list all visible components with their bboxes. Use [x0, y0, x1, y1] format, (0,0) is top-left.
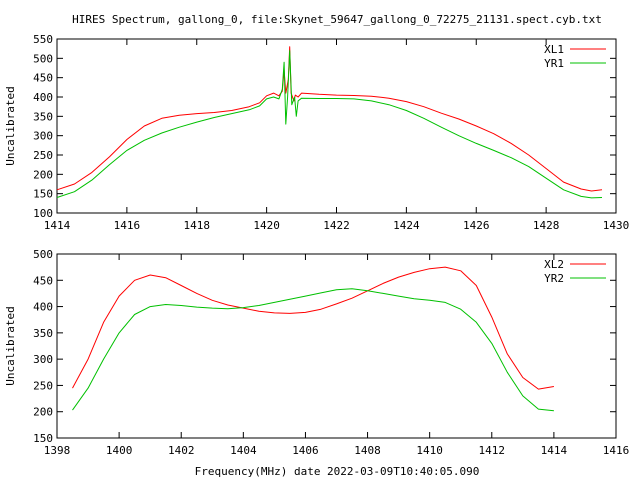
- plot-1-x-tick-label: 1418: [184, 219, 211, 232]
- plot-1-y-tick-label: 350: [33, 110, 53, 123]
- plot-2-x-tick-label: 1398: [44, 444, 71, 457]
- plot-2: 1398 1400 1402 1404 1406 1408 1410 1412 1414 1416…: [4, 248, 629, 457]
- plot-2-y-tick-label: 400: [33, 301, 53, 314]
- plot-1-x-tick-label: 1430: [603, 219, 630, 232]
- plot-1-legend-label-xl1: XL1: [544, 43, 564, 56]
- plot-1-legend-label-yr1: YR1: [544, 57, 564, 70]
- plot-1-x-tick-label: 1428: [533, 219, 560, 232]
- plot-1-y-tick-label: 250: [33, 149, 53, 162]
- plot-2-x-tick-label: 1412: [479, 444, 506, 457]
- x-axis-label: Frequency(MHz) date 2022-03-09T10:40:05.…: [195, 465, 480, 478]
- plots-group: 1414 1416 1418 1420 1422 1424 1426 1428 14301001…: [4, 33, 629, 457]
- plot-2-x-tick-label: 1410: [416, 444, 443, 457]
- plot-2-legend-label-xl2: XL2: [544, 258, 564, 271]
- plot-1-y-axis-label: Uncalibrated: [4, 86, 17, 165]
- plot-1-series-yr1: [56, 50, 603, 199]
- plot-2-y-tick-label: 200: [33, 406, 53, 419]
- plot-2-series-yr2: [72, 288, 554, 412]
- plot-2-y-tick-label: 300: [33, 353, 53, 366]
- plot-1-x-tick-label: 1420: [253, 219, 280, 232]
- plot-1-x-tick-label: 1414: [44, 219, 71, 232]
- plot-2-x-tick-label: 1404: [230, 444, 257, 457]
- plot-2-y-tick-label: 150: [33, 432, 53, 445]
- chart-title: HIRES Spectrum, gallong_0, file:Skynet_5…: [72, 13, 602, 26]
- plot-1-frame: [56, 38, 617, 214]
- plot-1-y-tick-label: 450: [33, 72, 53, 85]
- plot-1-y-tick-label: 150: [33, 188, 53, 201]
- plot-1-x-tick-label: 1416: [114, 219, 141, 232]
- plot-1-x-tick-label: 1422: [323, 219, 350, 232]
- plot-2-x-tick-label: 1416: [603, 444, 630, 457]
- plot-1-x-tick-label: 1426: [463, 219, 490, 232]
- plot-2-y-tick-label: 450: [33, 274, 53, 287]
- plot-2-y-tick-label: 250: [33, 379, 53, 392]
- plot-2-x-tick-label: 1408: [354, 444, 381, 457]
- plot-2-x-tick-label: 1400: [106, 444, 133, 457]
- plot-1-y-tick-label: 550: [33, 33, 53, 46]
- plot-2-x-tick-label: 1406: [292, 444, 319, 457]
- plot-2-x-tick-label: 1414: [541, 444, 568, 457]
- plot-1-series-xl1: [56, 46, 603, 192]
- plot-1-y-tick-label: 300: [33, 130, 53, 143]
- plot-2-y-tick-label: 500: [33, 248, 53, 261]
- plot-1-y-tick-label: 100: [33, 207, 53, 220]
- plot-2-x-tick-label: 1402: [168, 444, 195, 457]
- plot-1-y-tick-label: 500: [33, 52, 53, 65]
- plot-2-y-axis-label: Uncalibrated: [4, 306, 17, 385]
- plot-1-y-tick-label: 400: [33, 91, 53, 104]
- plot-1-y-tick-label: 200: [33, 168, 53, 181]
- plot-2-series-xl2: [72, 266, 554, 390]
- plot-2-frame: [56, 253, 617, 439]
- plot-1: 1414 1416 1418 1420 1422 1424 1426 1428 1430 100 1…: [4, 33, 629, 232]
- plot-1-x-tick-label: 1424: [393, 219, 420, 232]
- plot-2-y-tick-label: 350: [33, 327, 53, 340]
- plot-2-legend-label-yr2: YR2: [544, 272, 564, 285]
